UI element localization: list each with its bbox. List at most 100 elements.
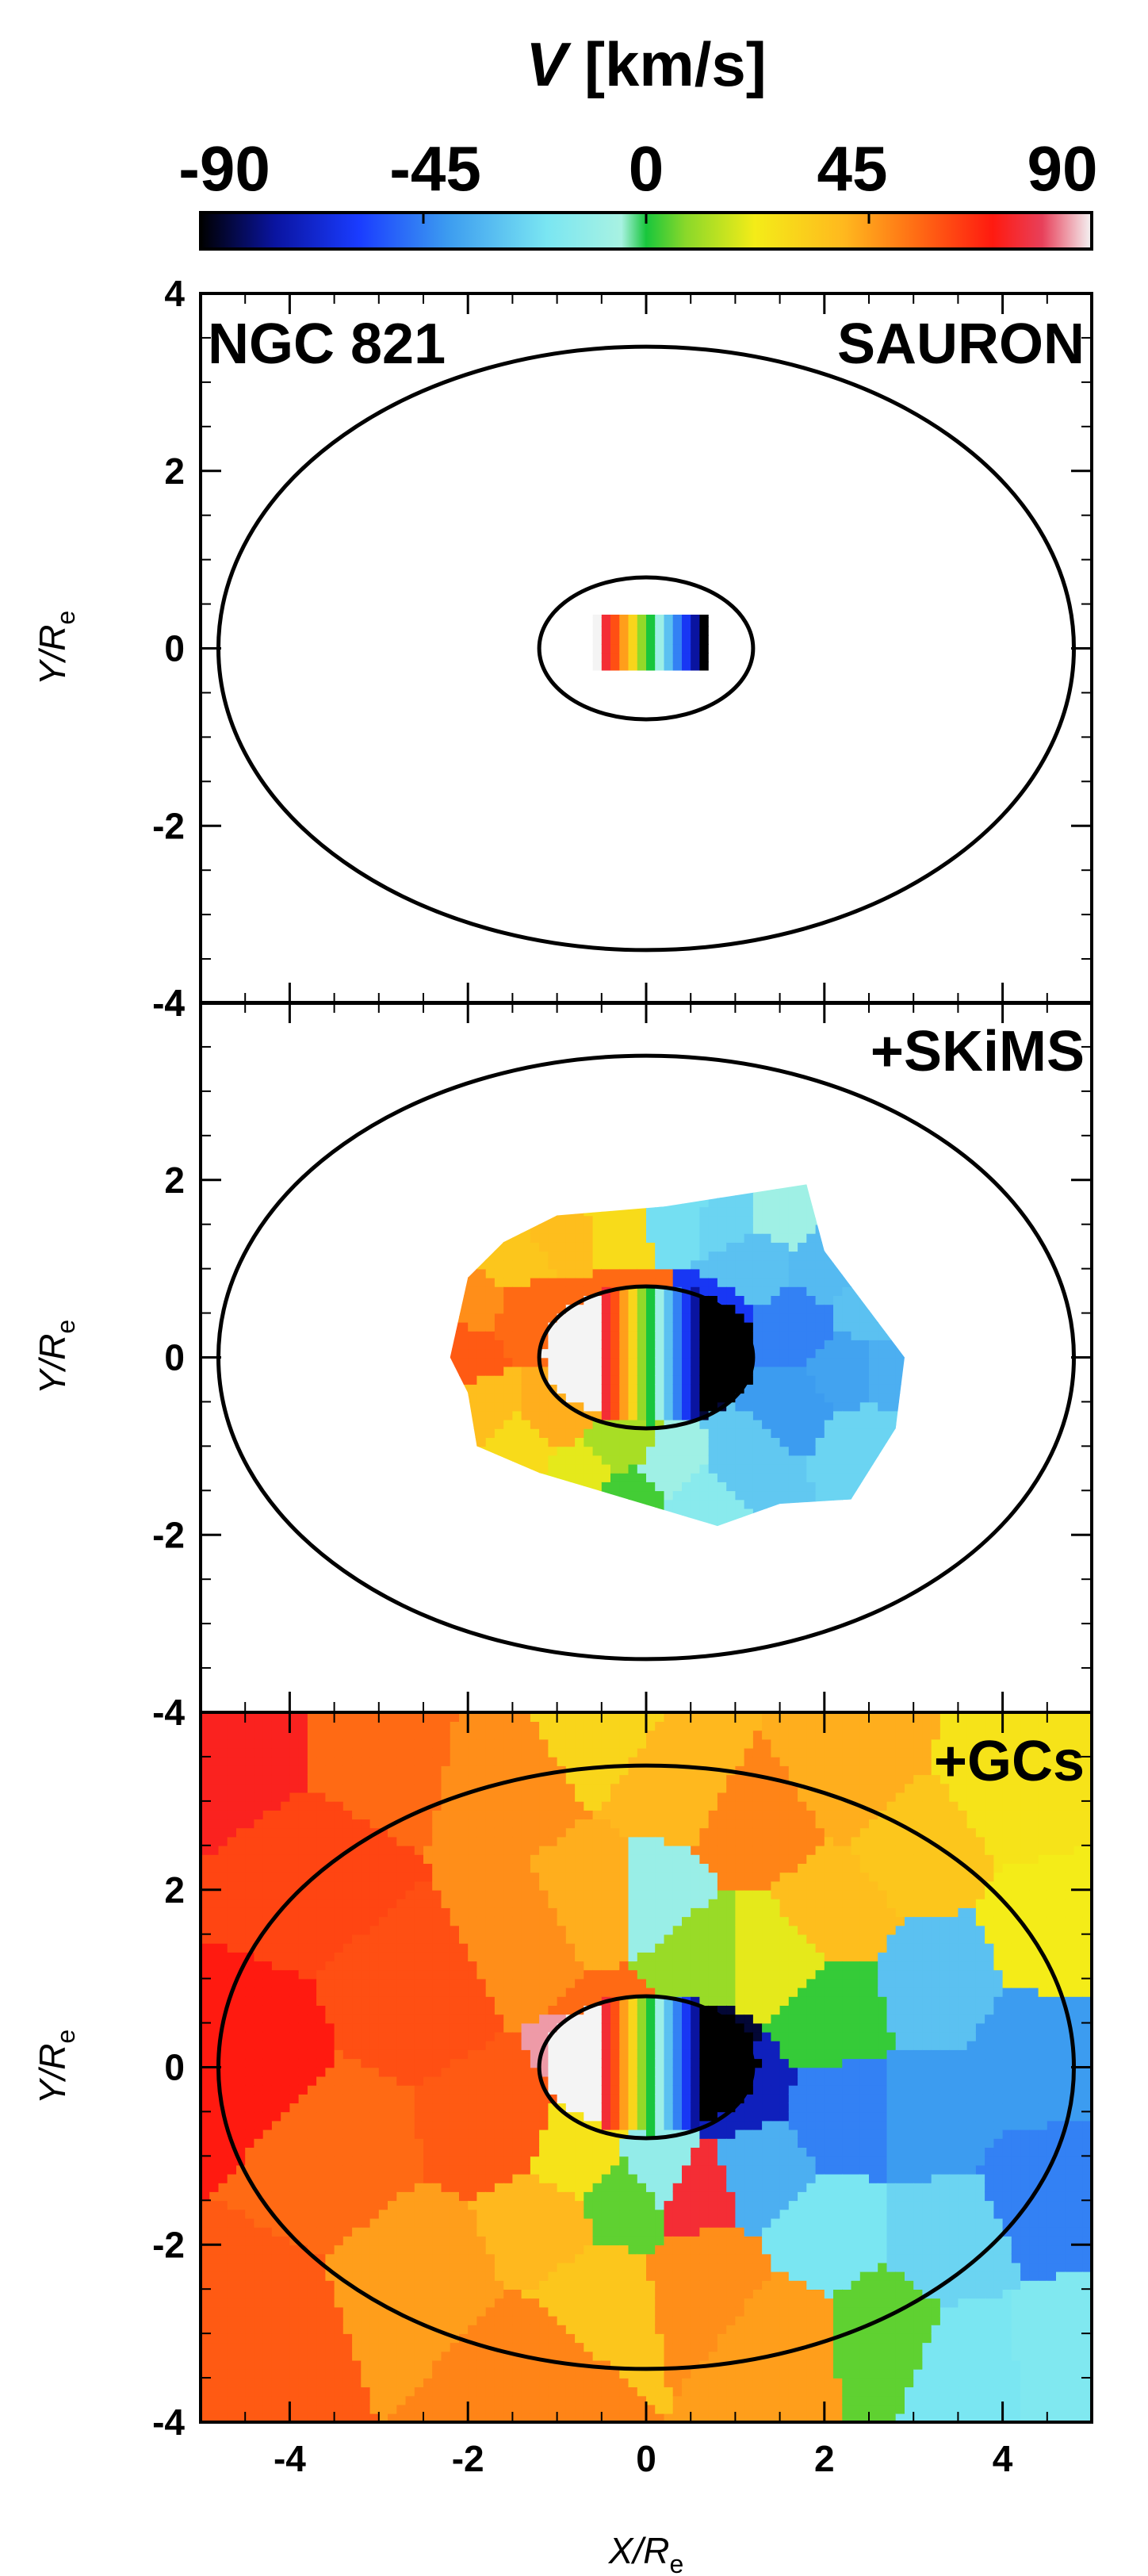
map-bin [352, 1934, 362, 1944]
map-bin [833, 1215, 843, 1225]
map-bin [405, 2378, 415, 2388]
map-bin [271, 1942, 281, 1953]
map-bin [281, 2058, 291, 2068]
map-bin [423, 2076, 433, 2086]
map-bin [601, 1428, 611, 1438]
map-bin [378, 2173, 388, 2183]
map-bin [201, 2280, 210, 2290]
map-bin [262, 2094, 273, 2104]
map-bin [798, 1215, 808, 1225]
map-bin [476, 1898, 487, 1908]
map-bin [209, 2049, 220, 2060]
map-bin [227, 1800, 237, 1811]
map-bin [895, 1232, 905, 1243]
map-bin [254, 1863, 264, 1873]
map-bin [254, 1730, 264, 1740]
map-bin [842, 1482, 852, 1492]
map-bin [271, 2368, 281, 2379]
map-bin [869, 1482, 878, 1492]
map-bin [691, 1490, 701, 1501]
map-bin [262, 2289, 273, 2299]
map-bin [637, 1268, 647, 1278]
map-bin [298, 2049, 308, 2060]
map-bin [752, 1215, 763, 1225]
map-bin [824, 1348, 834, 1359]
map-bin [468, 2022, 478, 2033]
map-bin [521, 1374, 531, 1385]
map-bin [468, 1942, 478, 1953]
map-bin [557, 1419, 567, 1429]
map-bin [352, 2413, 362, 2422]
map-bin [521, 1232, 531, 1243]
map-bin [459, 2022, 469, 2033]
map-bin [485, 1961, 496, 1971]
map-bin [414, 2236, 424, 2246]
map-bin [726, 1384, 737, 1394]
map-bin [209, 2226, 220, 2237]
map-bin [325, 1987, 335, 1997]
map-bin [316, 2014, 327, 2024]
map-bin [281, 1836, 291, 1846]
map-bin [806, 1268, 817, 1278]
map-bin [521, 1410, 531, 1420]
map-bin [485, 1516, 496, 1527]
map-bin [450, 1410, 460, 1420]
map-bin [378, 2413, 388, 2422]
map-bin [485, 2049, 496, 2060]
map-bin [476, 1215, 487, 1225]
map-bin [815, 1304, 825, 1314]
map-bin [619, 1384, 629, 1394]
map-bin [369, 2040, 380, 2050]
map-bin [468, 1961, 478, 1971]
map-bin [254, 2315, 264, 2325]
map-bin [459, 2359, 469, 2370]
map-bin [352, 1961, 362, 1971]
map-bin [709, 627, 718, 636]
map-bin [699, 643, 709, 654]
map-bin [369, 1819, 380, 1829]
map-bin [245, 1925, 255, 1935]
map-bin [905, 1393, 914, 1402]
map-bin [869, 1251, 878, 1261]
map-bin [316, 1712, 327, 1722]
map-bin [494, 1499, 504, 1509]
map-bin [298, 1952, 308, 1962]
map-bin [405, 2076, 415, 2086]
map-bin [788, 1295, 798, 1305]
map-bin [271, 1800, 281, 1811]
map-bin [815, 1215, 825, 1225]
map-bin [833, 1410, 843, 1420]
map-bin [468, 1295, 478, 1305]
map-bin [468, 1819, 478, 1829]
map-bin [476, 2120, 487, 2130]
map-bin [592, 1242, 603, 1252]
map-bin [369, 1872, 380, 1882]
map-bin [352, 2226, 362, 2237]
map-bin [682, 1277, 691, 1287]
map-bin [325, 1783, 335, 1793]
map-bin [548, 1224, 558, 1234]
map-bin [851, 1188, 861, 1198]
map-bin [584, 1321, 594, 1332]
map-bin [815, 1490, 825, 1501]
map-bin [342, 1942, 353, 1953]
map-bin [281, 1872, 291, 1882]
map-bin [441, 2368, 451, 2379]
map-bin [307, 1721, 317, 1731]
map-bin [565, 1184, 576, 1190]
map-bin [450, 1978, 460, 1988]
map-bin [441, 2129, 451, 2139]
map-bin [307, 1819, 317, 1829]
map-bin [601, 1188, 611, 1198]
map-bin [637, 1224, 647, 1234]
map-bin [209, 1880, 220, 1891]
map-bin [494, 1198, 504, 1208]
map-bin [262, 1756, 273, 1766]
map-bin [494, 1472, 504, 1482]
map-bin [752, 1508, 763, 1518]
map-bin [485, 1366, 496, 1376]
map-bin [254, 2368, 264, 2379]
map-bin [289, 1792, 300, 1802]
map-bin [610, 1401, 620, 1412]
map-bin [655, 1499, 665, 1509]
